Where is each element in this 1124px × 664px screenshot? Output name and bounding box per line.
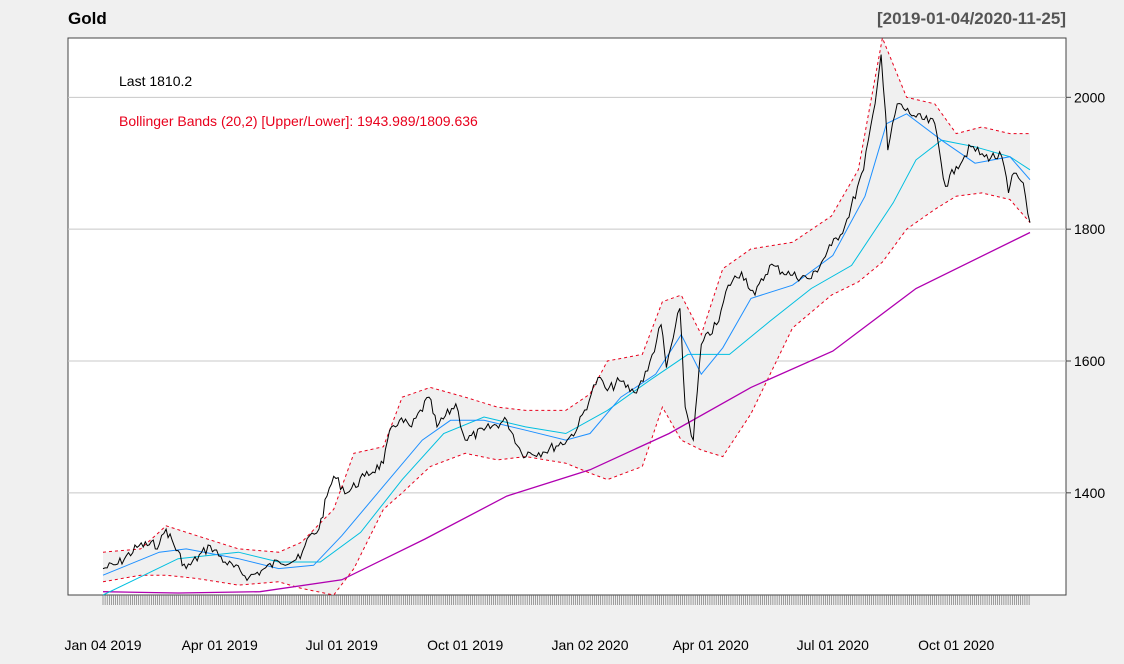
x-tick-label: Oct 01 2020 bbox=[918, 637, 994, 653]
x-tick-label: Apr 01 2019 bbox=[182, 637, 258, 653]
series-lines bbox=[102, 54, 1031, 596]
ma-slow-line bbox=[102, 231, 1031, 594]
legend-last-value: Last 1810.2 bbox=[119, 73, 192, 89]
x-tick-label: Apr 01 2020 bbox=[673, 637, 749, 653]
x-axis: Jan 04 2019 Apr 01 2019 Jul 01 2019 Oct 01 … bbox=[64, 595, 1030, 653]
x-tick-label: Jan 02 2020 bbox=[551, 637, 628, 653]
price-line bbox=[102, 54, 1031, 582]
x-tick-label: Jul 01 2019 bbox=[306, 637, 379, 653]
y-tick-label: 1600 bbox=[1074, 353, 1105, 369]
chart-date-range: [2019-01-04/2020-11-25] bbox=[876, 9, 1066, 28]
y-tick-label: 1400 bbox=[1074, 485, 1105, 501]
lower-band-line bbox=[102, 192, 1031, 596]
x-tick-label: Jul 01 2020 bbox=[797, 637, 870, 653]
band-fill bbox=[103, 38, 1030, 595]
y-axis: 1400 1600 1800 2000 bbox=[1066, 89, 1105, 501]
ma-mid-line bbox=[102, 139, 1031, 596]
chart-title: Gold bbox=[68, 9, 107, 28]
y-tick-label: 1800 bbox=[1074, 221, 1105, 237]
x-tick-label: Oct 01 2019 bbox=[427, 637, 503, 653]
x-tick-label: Jan 04 2019 bbox=[64, 637, 141, 653]
y-tick-label: 2000 bbox=[1074, 89, 1105, 105]
legend-bollinger: Bollinger Bands (20,2) [Upper/Lower]: 19… bbox=[119, 113, 478, 129]
